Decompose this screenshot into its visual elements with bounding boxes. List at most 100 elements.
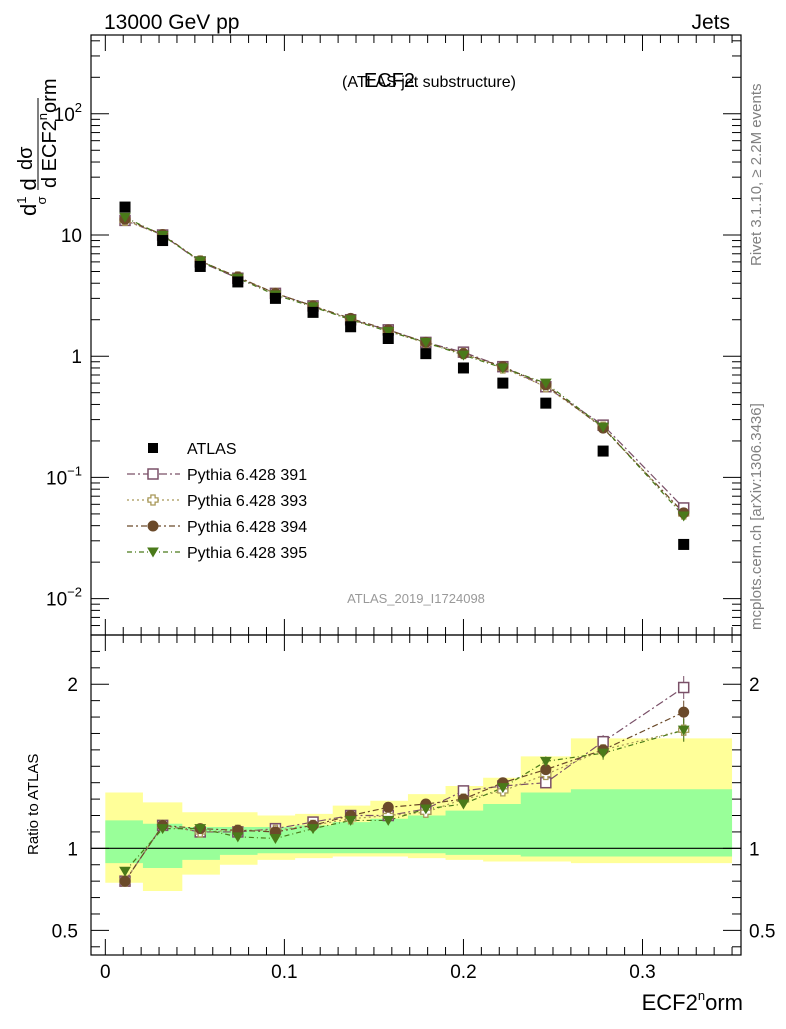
data-point [497, 377, 509, 389]
data-point [678, 538, 690, 550]
series-line-1 [124, 219, 685, 509]
ylabel-main-frac-bottom: d ECF2norm [35, 79, 61, 189]
rivet-label: Rivet 3.1.10, ≥ 2.2M events [748, 84, 765, 267]
header-right: Jets [691, 11, 730, 34]
data-point [597, 445, 609, 457]
legend-marker-data [148, 443, 158, 453]
series-point-4 [539, 378, 552, 389]
chart-title: ECF2 [364, 70, 415, 92]
ratio-point-4 [457, 799, 470, 810]
series-point-4 [382, 326, 395, 337]
ylabel-main-part: d [16, 178, 41, 190]
x-tick-label: 0.1 [271, 962, 297, 983]
ratio-point-4 [382, 815, 395, 826]
ratio-y-tick-label-right: 2 [749, 675, 760, 696]
ratio-point-3 [678, 706, 690, 718]
legend-item-2: Pythia 6.428 393 [127, 493, 307, 510]
ylabel-main-part: 1 [14, 197, 29, 204]
legend-label-4: Pythia 6.428 395 [187, 545, 307, 562]
ratio-point-4 [597, 748, 609, 759]
legend-marker-3 [147, 520, 159, 532]
legend-label-data: ATLAS [187, 441, 237, 458]
main-series-layer [119, 201, 690, 550]
ratio-y-tick-label-right: 1 [749, 839, 760, 860]
series-line-4 [124, 216, 685, 517]
ratio-point-4 [231, 832, 244, 843]
legend-item-data: ATLAS [148, 441, 237, 458]
y-tick-label-base: 10 [46, 468, 67, 489]
ratio-line-3 [124, 711, 684, 882]
chart-subtitle: (ATLAS jet substructure) [342, 74, 516, 91]
series-point-4 [419, 337, 432, 348]
legend-label-3: Pythia 6.428 394 [187, 519, 307, 536]
series-point-4 [344, 315, 357, 326]
data-point [194, 260, 206, 272]
ratio-frame [90, 634, 742, 956]
ratio-point-4 [119, 866, 131, 877]
data-point [269, 292, 281, 304]
x-tick-label: 0 [100, 962, 111, 983]
series-point-4 [496, 363, 509, 374]
ratio-point-4 [344, 815, 357, 826]
mcplots-label: mcplots.cern.ch [arXiv:1306.3436] [748, 403, 765, 630]
ratio-y-tick-label: 0.5 [52, 921, 78, 942]
analysis-watermark: ATLAS_2019_I1724098 [347, 591, 485, 606]
x-tick-label: 0.3 [629, 962, 655, 983]
series-line-2 [124, 219, 685, 515]
data-point [307, 306, 319, 318]
ratio-point-3 [382, 801, 394, 813]
ratio-point-4 [539, 756, 552, 767]
ratio-y-tick-label: 2 [67, 675, 78, 696]
data-point [457, 362, 469, 374]
ylabel-main-part: n [35, 113, 50, 120]
data-point [119, 201, 131, 213]
ratio-bands [105, 738, 733, 891]
data-point [540, 397, 552, 409]
ylabel-main-frac-top: dσ [15, 146, 37, 170]
legend-item-3: Pythia 6.428 394 [127, 519, 307, 536]
legend-label-2: Pythia 6.428 393 [187, 493, 307, 510]
legend-label-1: Pythia 6.428 391 [187, 467, 307, 484]
ratio-line-1 [124, 687, 685, 882]
ratio-y-tick-label-right: 0.5 [749, 921, 775, 942]
ratio-point-4 [194, 824, 207, 835]
series-point-4 [457, 350, 470, 361]
ratio-line-4 [124, 729, 684, 872]
ratio-point-3 [119, 875, 131, 887]
series-point-4 [677, 511, 690, 522]
ratio-point-4 [307, 824, 319, 835]
ylabel-main-text: d1 σd [14, 178, 49, 216]
legend-marker-2 [147, 494, 159, 506]
ratio-point-4 [496, 783, 509, 794]
y-tick-label-base: 10 [54, 105, 75, 126]
ylabel-main-part: d [16, 204, 41, 216]
y-tick-label-exponent: 2 [75, 100, 82, 115]
y-tick-label-main: 10−2 [46, 585, 82, 611]
y-tick-label-exponent: −2 [67, 585, 82, 600]
x-tick-label: 0.2 [450, 962, 476, 983]
ratio-series-layer [91, 676, 741, 887]
xlabel-part: orm [705, 990, 743, 1015]
ratio-y-tick-label: 1 [67, 839, 78, 860]
data-point [157, 235, 169, 247]
legend-marker-4 [147, 547, 159, 558]
data-point [232, 276, 244, 288]
legend-item-4: Pythia 6.428 395 [127, 545, 307, 562]
y-tick-label-main: 10−1 [46, 463, 82, 489]
xlabel: ECF2norm [642, 988, 743, 1015]
ylabel-main-part: σ [34, 196, 49, 204]
data-point [420, 348, 432, 360]
y-tick-label-exponent: −1 [67, 463, 82, 478]
series-line-3 [124, 218, 685, 514]
ratio-point-4 [269, 833, 282, 844]
data-point [345, 321, 357, 333]
ratio-point-4 [677, 725, 690, 736]
ratio-point-4 [156, 824, 169, 835]
ratio-point-1 [677, 681, 690, 694]
y-axis-label-main: d1 σd dσ d ECF2norm [14, 79, 61, 217]
legend-item-1: Pythia 6.428 391 [127, 467, 307, 484]
data-point [382, 332, 394, 344]
series-point-4 [597, 422, 609, 433]
